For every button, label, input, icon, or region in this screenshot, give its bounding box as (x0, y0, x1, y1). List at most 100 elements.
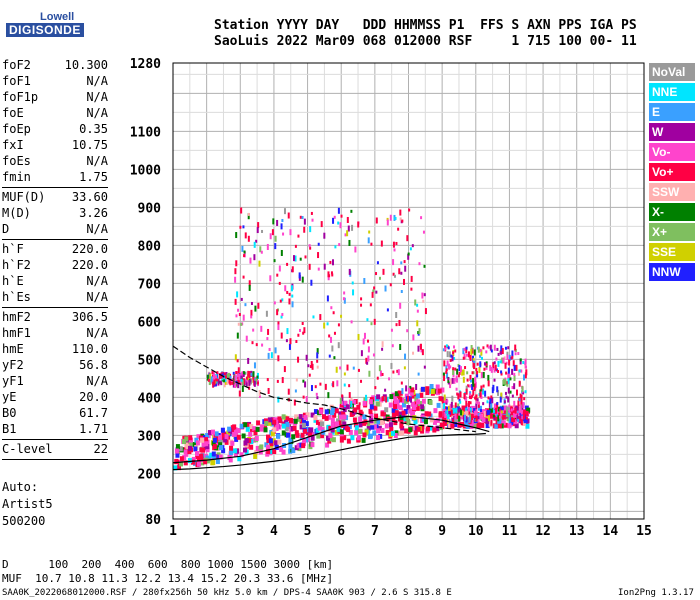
echo-point (319, 382, 322, 386)
param-separator (2, 187, 108, 188)
echo-point (243, 422, 248, 428)
echo-point (308, 373, 311, 377)
echo-point (423, 293, 426, 297)
echo-point (235, 448, 240, 454)
echo-point (373, 318, 376, 325)
param-row-hmf1: hmF1 N/A (2, 326, 108, 342)
echo-point (281, 414, 286, 420)
echo-point (374, 413, 379, 419)
echo-point (250, 301, 253, 305)
echo-point (513, 383, 516, 390)
echo-point (399, 209, 402, 216)
echo-point (370, 242, 373, 246)
echo-point (221, 377, 224, 381)
echo-point (510, 410, 515, 416)
echo-point (412, 405, 417, 411)
echo-point (336, 426, 341, 432)
echo-point (398, 268, 401, 275)
echo-point (492, 362, 495, 369)
legend-item-w: W (649, 123, 695, 141)
echo-point (303, 415, 308, 421)
echo-point (489, 413, 494, 419)
echo-point (250, 427, 255, 433)
echo-point (210, 429, 215, 435)
param-key: foF2 (2, 58, 31, 72)
echo-point (239, 423, 244, 429)
echo-point (325, 442, 330, 448)
echo-point (215, 459, 220, 465)
echo-point (239, 452, 244, 458)
echo-point (444, 347, 447, 351)
echo-point (334, 245, 337, 249)
echo-point (234, 354, 237, 361)
echo-point (349, 411, 354, 417)
echo-point (212, 381, 215, 388)
echo-point (509, 377, 512, 381)
echo-point (319, 314, 322, 321)
echo-point (249, 424, 254, 430)
y-tick-label: 500 (138, 353, 162, 368)
echo-point (234, 276, 237, 283)
echo-point (272, 449, 277, 455)
autoscale-artist: Artist5 (2, 497, 53, 511)
echo-point (217, 379, 220, 386)
footer-distance-row: D 100 200 400 600 800 1000 1500 3000 [km… (2, 558, 334, 571)
echo-point (381, 341, 384, 348)
echo-point (457, 393, 460, 400)
echo-point (385, 396, 388, 403)
brand-logo-line1: Lowell (40, 11, 75, 23)
echo-point (428, 388, 433, 394)
param-value: 56.8 (79, 358, 108, 372)
echo-point (226, 378, 229, 385)
echo-point (280, 315, 283, 319)
param-row-fxi: fxI 10.75 (2, 138, 108, 154)
param-value: 0.35 (79, 122, 108, 136)
echo-point (497, 360, 500, 367)
echo-point (423, 264, 426, 268)
echo-point (398, 396, 403, 402)
echo-point (338, 243, 341, 247)
echo-point (502, 357, 505, 364)
echo-point (468, 393, 471, 397)
echo-point (399, 302, 402, 309)
param-value: 1.75 (79, 170, 108, 184)
echo-point (393, 274, 396, 278)
echo-point (395, 311, 398, 318)
echo-point (450, 378, 453, 385)
echo-point (507, 367, 510, 374)
echo-point (299, 418, 304, 424)
echo-point (418, 328, 421, 335)
echo-point (458, 415, 461, 422)
echo-point (382, 268, 385, 275)
echo-point (310, 435, 315, 441)
echo-point (416, 303, 419, 307)
echo-point (273, 259, 276, 263)
echo-point (230, 440, 235, 446)
echo-point (213, 373, 216, 380)
echo-point (414, 396, 419, 402)
echo-point (496, 402, 499, 409)
echo-point (346, 427, 351, 433)
echo-point (182, 455, 187, 461)
echo-point (455, 407, 458, 414)
echo-point (267, 387, 270, 394)
echo-point (474, 376, 477, 383)
param-value: 1.71 (79, 422, 108, 436)
echo-point (315, 427, 320, 433)
echo-point (247, 438, 252, 444)
param-key: D (2, 222, 10, 236)
echo-point (380, 411, 385, 417)
param-value: N/A (86, 326, 108, 340)
echo-point (524, 365, 527, 369)
echo-point (313, 409, 318, 415)
echo-point (473, 408, 478, 414)
echo-point (506, 383, 509, 387)
param-key: B1 (2, 422, 17, 436)
echo-point (425, 426, 430, 432)
echo-point (256, 227, 259, 234)
echo-point (432, 419, 437, 425)
echo-point (511, 350, 514, 357)
echo-point (487, 380, 490, 387)
echo-point (309, 365, 312, 369)
echo-point (450, 409, 453, 416)
